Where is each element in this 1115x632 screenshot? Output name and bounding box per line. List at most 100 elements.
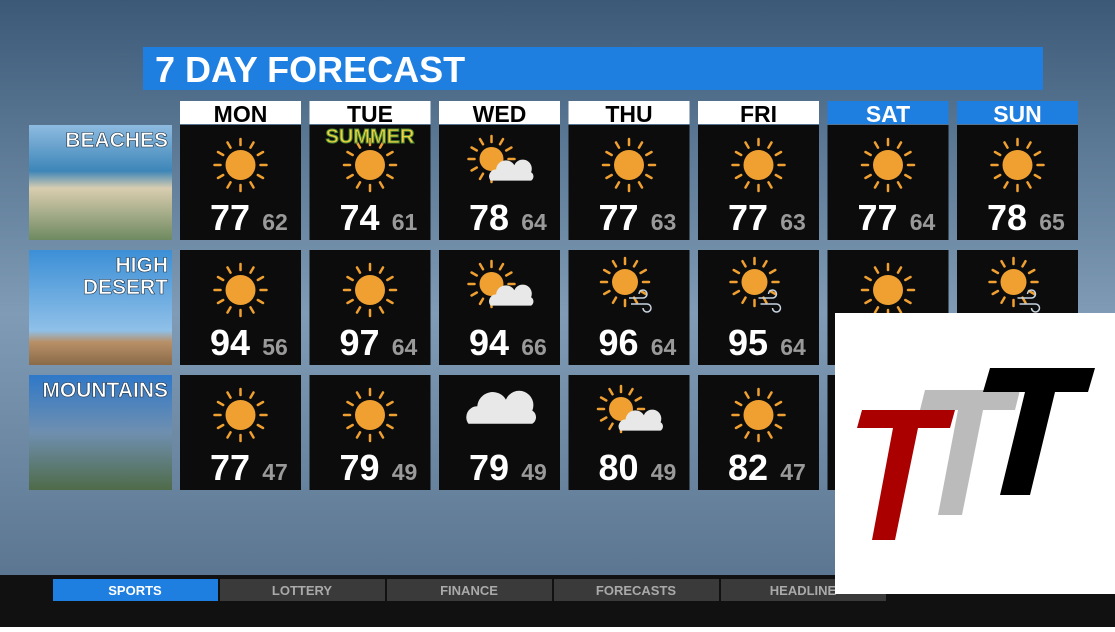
ticker-tab[interactable]: FINANCE [387, 579, 552, 601]
sun-ray [767, 141, 773, 149]
sun-ray [767, 431, 773, 439]
ticker-tab[interactable]: SPORTS [53, 579, 218, 601]
title-bar [143, 47, 1043, 90]
forecast-cell [568, 250, 690, 365]
sun-ray [386, 150, 394, 157]
logo-t1 [857, 410, 955, 540]
ticker-tab[interactable]: FORECASTS [554, 579, 719, 601]
sun-ray [1026, 181, 1032, 189]
sun-ray [734, 423, 743, 430]
sun-ray [774, 400, 783, 407]
sun-ray [734, 150, 743, 157]
sun-ray [355, 306, 362, 314]
sun-ray [904, 298, 912, 305]
sun-ray [744, 431, 750, 439]
wind [758, 289, 782, 313]
sun-ray [637, 181, 644, 189]
region-image [29, 250, 172, 365]
ticker-tab[interactable]: LOTTERY [220, 579, 385, 601]
sun-ray [226, 181, 232, 189]
low-temp: 63 [780, 209, 806, 235]
high-temp: 94 [210, 322, 250, 363]
sun-ray [639, 289, 648, 296]
sun-ray [632, 259, 639, 268]
sun-ray [226, 141, 232, 149]
low-temp: 64 [521, 209, 547, 235]
sun-ray [645, 173, 653, 180]
sun-ray [249, 306, 255, 314]
sun [355, 150, 385, 180]
sun-ray [767, 181, 773, 189]
sun-ray [355, 266, 362, 274]
sun-ray [1027, 268, 1036, 275]
sun-ray [249, 181, 255, 189]
sun-ray [1026, 141, 1032, 149]
logo-bg [835, 313, 1115, 594]
sun-ray [774, 173, 783, 180]
high-temp: 77 [728, 197, 768, 238]
region-image [29, 125, 172, 240]
high-temp: 77 [210, 197, 250, 238]
sun-ray [256, 423, 265, 430]
sun-ray [386, 423, 394, 430]
sun-ray [378, 431, 385, 439]
sun-ray [896, 306, 903, 314]
sun-ray [355, 391, 362, 399]
high-temp: 79 [469, 447, 509, 488]
sun [609, 397, 633, 421]
sun-ray [355, 431, 362, 439]
region-label: DESERT [83, 276, 168, 299]
sun-ray [1027, 289, 1036, 296]
sun-ray [378, 266, 385, 274]
high-temp: 94 [469, 322, 509, 363]
day-header [957, 101, 1078, 124]
sun-ray [346, 173, 354, 180]
sun-ray [355, 181, 362, 189]
sun-ray [470, 166, 479, 172]
low-temp: 65 [1039, 209, 1065, 235]
low-temp: 62 [262, 209, 288, 235]
sun-ray [628, 387, 634, 396]
sun-ray [1021, 259, 1027, 268]
sun-ray [226, 431, 232, 439]
sun-ray [386, 275, 394, 282]
sun [612, 269, 638, 295]
sun-ray [599, 416, 608, 422]
sun-ray [470, 291, 479, 297]
sun-ray [470, 271, 479, 277]
sun [873, 150, 903, 180]
sun-ray [256, 150, 265, 157]
sun-ray [744, 181, 750, 189]
ticker-tab-bg [53, 579, 218, 601]
sun-ray [904, 150, 912, 157]
sun-ray [634, 396, 643, 402]
sun-ray [605, 150, 613, 157]
sun-ray [256, 298, 265, 305]
sun-ray [504, 271, 513, 277]
cloud [618, 409, 663, 431]
ticker-tab-bg [387, 579, 552, 601]
sun-ray [873, 306, 880, 314]
day-header [698, 101, 819, 124]
low-temp: 49 [521, 459, 547, 485]
ticker-tab-label: SPORTS [108, 583, 162, 598]
sun-ray [249, 266, 255, 274]
sun-ray [249, 391, 255, 399]
sun-ray [614, 141, 621, 149]
sun-ray [993, 173, 1002, 180]
day-header [827, 101, 949, 124]
high-temp: 96 [598, 322, 638, 363]
sun-ray [226, 266, 232, 274]
day-header [309, 101, 431, 124]
sun [225, 275, 256, 305]
sun-ray [378, 181, 385, 189]
sun-ray [386, 298, 394, 305]
sun-ray [386, 173, 394, 180]
ticker-tab-label: LOTTERY [272, 583, 333, 598]
sun-ray [226, 306, 232, 314]
sun-ray [1033, 150, 1042, 157]
sun [743, 400, 774, 430]
logo-t2 [920, 390, 1020, 515]
sun-ray [732, 268, 741, 275]
